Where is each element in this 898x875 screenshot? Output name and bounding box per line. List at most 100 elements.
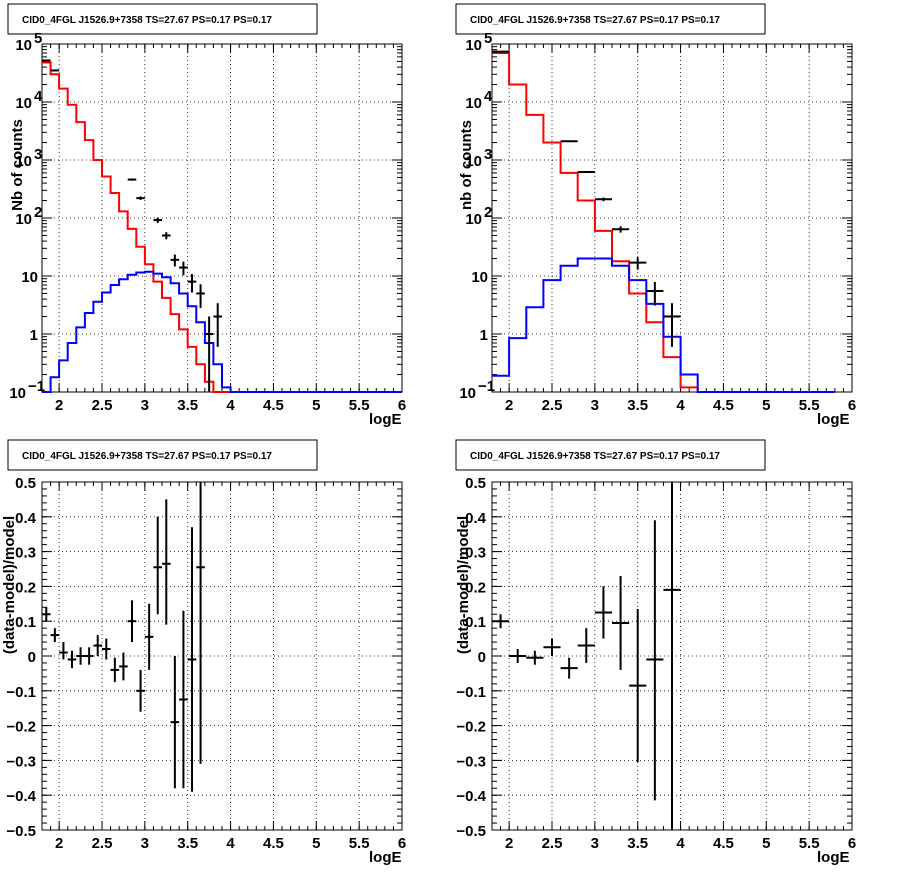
y-tick-label: −0.1 — [6, 684, 36, 701]
y-tick-label-exponent: 4 — [484, 88, 493, 105]
x-tick-label: 4 — [226, 835, 235, 852]
y-tick-label: 10 — [15, 153, 32, 170]
x-tick-label: 4.5 — [713, 397, 734, 414]
y-tick-label-exponent: 4 — [34, 88, 43, 105]
y-tick-label: −0.2 — [6, 719, 36, 736]
y-tick-label: 0 — [478, 649, 486, 666]
y-tick-label: −0.1 — [456, 684, 486, 701]
y-tick-label: 10 — [15, 211, 32, 228]
source-model-histogram — [492, 257, 835, 393]
y-axis-title: (data-model)/model — [455, 516, 472, 654]
panel-title: CID0_4FGL J1526.9+7358 TS=27.67 PS=0.17 … — [22, 451, 272, 462]
residuals-panel-right: CID0_4FGL J1526.9+7358 TS=27.67 PS=0.17 … — [455, 439, 856, 866]
x-tick-label: 4 — [676, 397, 685, 414]
x-tick-label: 5.5 — [799, 835, 820, 852]
y-tick-label: −0.3 — [456, 753, 486, 770]
x-tick-label: 3 — [591, 835, 599, 852]
residuals-panel-left: CID0_4FGL J1526.9+7358 TS=27.67 PS=0.17 … — [1, 439, 406, 866]
y-tick-label: 0.3 — [15, 545, 36, 562]
y-tick-label: 1 — [30, 327, 38, 344]
y-tick-label: 0.4 — [15, 510, 37, 527]
y-tick-label: 10 — [15, 37, 32, 54]
y-tick-label: 0.2 — [465, 579, 486, 596]
x-tick-label: 5 — [762, 397, 770, 414]
x-tick-label: 6 — [398, 835, 406, 852]
y-tick-label-exponent: −1 — [28, 378, 45, 395]
source-model-histogram — [42, 270, 402, 393]
x-tick-label: 2.5 — [92, 835, 113, 852]
y-axis-title: nb of counts — [458, 120, 475, 210]
x-tick-label: 3.5 — [177, 397, 198, 414]
x-tick-label: 6 — [848, 835, 856, 852]
x-tick-label: 3.5 — [177, 835, 198, 852]
y-tick-label-exponent: 3 — [484, 146, 492, 163]
y-tick-label: 0.4 — [465, 510, 487, 527]
y-tick-label: 0.5 — [465, 475, 486, 492]
x-axis-title: logE — [369, 411, 402, 428]
y-tick-label: 10 — [465, 95, 482, 112]
y-tick-label-exponent: 2 — [484, 204, 492, 221]
y-tick-label: 0.1 — [465, 614, 486, 631]
y-tick-label: −0.4 — [456, 788, 486, 805]
y-tick-label: 10 — [465, 37, 482, 54]
panel-title-box — [7, 3, 318, 35]
x-axis-title: logE — [369, 849, 402, 866]
x-tick-label: 4 — [676, 835, 685, 852]
x-tick-label: 5 — [762, 835, 770, 852]
x-tick-label: 4 — [226, 397, 235, 414]
x-tick-label: 2 — [55, 835, 63, 852]
y-tick-label: 0.1 — [15, 614, 36, 631]
panel-title: CID0_4FGL J1526.9+7358 TS=27.67 PS=0.17 … — [470, 15, 720, 26]
panel-title-box — [7, 439, 318, 471]
x-tick-label: 3.5 — [627, 835, 648, 852]
x-tick-label: 2.5 — [542, 397, 563, 414]
x-tick-label: 4.5 — [263, 397, 284, 414]
x-tick-label: 2 — [55, 397, 63, 414]
counts-panel-right: CID0_4FGL J1526.9+7358 TS=27.67 PS=0.17 … — [455, 3, 856, 428]
y-axis-title: (data-model)/model — [1, 516, 18, 654]
y-tick-label: −0.5 — [6, 823, 36, 840]
x-tick-label: 3.5 — [627, 397, 648, 414]
x-axis-title: logE — [817, 849, 850, 866]
y-tick-label: −0.4 — [6, 788, 36, 805]
y-tick-label-exponent: 2 — [34, 204, 42, 221]
y-tick-label-exponent: 3 — [34, 146, 42, 163]
y-tick-label: 10 — [465, 153, 482, 170]
y-tick-label: 0 — [28, 649, 36, 666]
x-tick-label: 5.5 — [799, 397, 820, 414]
y-tick-label: −0.3 — [6, 753, 36, 770]
x-tick-label: 2 — [505, 835, 513, 852]
y-tick-label: 10 — [9, 385, 26, 402]
y-tick-label: −0.2 — [456, 719, 486, 736]
y-axis-title: Nb of counts — [9, 119, 26, 211]
y-tick-label: 10 — [471, 269, 488, 286]
y-tick-label: −0.5 — [456, 823, 486, 840]
x-tick-label: 5 — [312, 835, 320, 852]
x-tick-label: 6 — [398, 397, 406, 414]
panel-title-box — [455, 439, 766, 471]
y-tick-label: 0.5 — [15, 475, 36, 492]
x-tick-label: 4.5 — [263, 835, 284, 852]
panel-title: CID0_4FGL J1526.9+7358 TS=27.67 PS=0.17 … — [470, 451, 720, 462]
y-tick-label: 1 — [480, 327, 488, 344]
x-tick-label: 2.5 — [542, 835, 563, 852]
y-tick-label: 0.2 — [15, 579, 36, 596]
y-tick-label-exponent: 5 — [484, 30, 492, 47]
x-tick-label: 5.5 — [349, 397, 370, 414]
y-tick-label-exponent: 5 — [34, 30, 42, 47]
y-tick-label: 10 — [465, 211, 482, 228]
y-tick-label-exponent: −1 — [478, 378, 495, 395]
x-tick-label: 3 — [141, 397, 149, 414]
x-tick-label: 2.5 — [92, 397, 113, 414]
y-tick-label: 10 — [15, 95, 32, 112]
panel-title: CID0_4FGL J1526.9+7358 TS=27.67 PS=0.17 … — [22, 15, 272, 26]
x-tick-label: 6 — [848, 397, 856, 414]
x-tick-label: 3 — [141, 835, 149, 852]
x-tick-label: 4.5 — [713, 835, 734, 852]
y-tick-label: 10 — [21, 269, 38, 286]
x-axis-title: logE — [817, 411, 850, 428]
x-tick-label: 5 — [312, 397, 320, 414]
counts-panel-left: CID0_4FGL J1526.9+7358 TS=27.67 PS=0.17 … — [7, 3, 406, 428]
